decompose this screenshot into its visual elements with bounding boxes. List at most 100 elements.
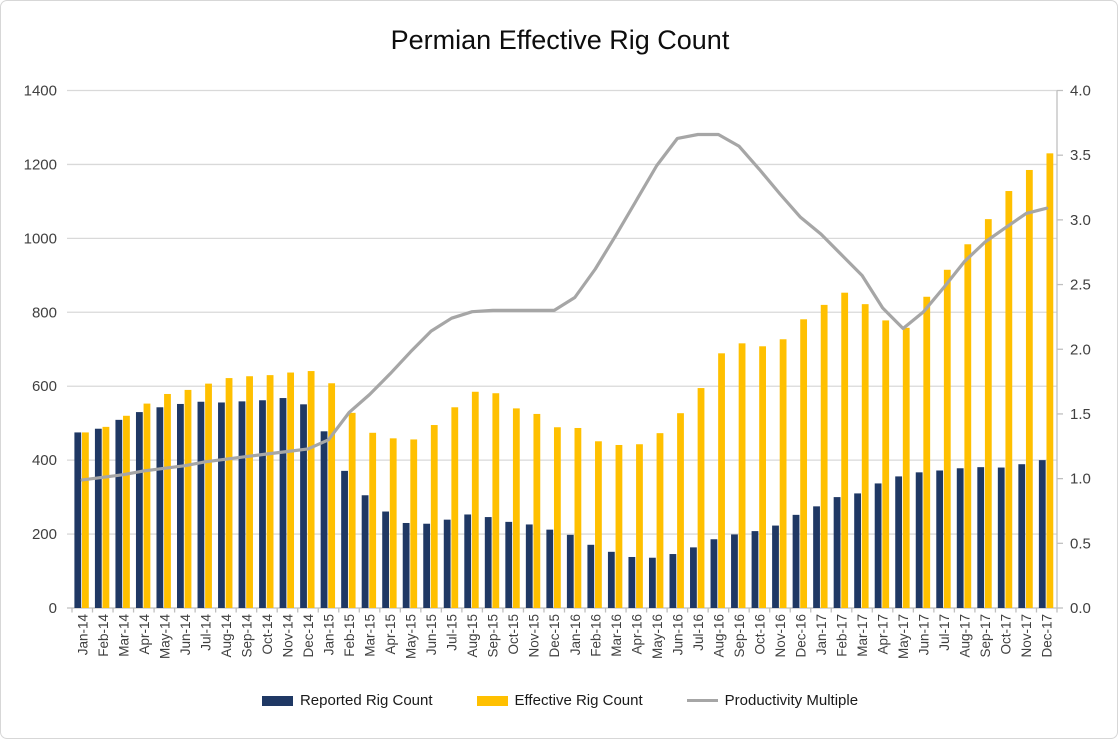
bar-reported-rig-count xyxy=(279,398,287,608)
legend-label-reported: Reported Rig Count xyxy=(299,692,433,709)
x-axis-month-label: Feb-14 xyxy=(96,614,111,657)
x-axis-month-label: Jun-15 xyxy=(424,614,439,655)
left-axis-tick-label: 200 xyxy=(32,526,57,543)
left-axis-tick-label: 800 xyxy=(32,304,57,321)
bar-effective-rig-count xyxy=(943,269,951,608)
bar-effective-rig-count xyxy=(677,413,684,608)
left-axis-tick-label: 1000 xyxy=(24,230,57,247)
bar-effective-rig-count xyxy=(164,393,171,608)
x-axis-month-label: Jul-14 xyxy=(198,614,213,651)
bar-effective-rig-count xyxy=(1005,191,1013,609)
bar-effective-rig-count xyxy=(451,407,459,608)
bar-reported-rig-count xyxy=(177,403,184,608)
bar-reported-rig-count xyxy=(238,401,246,608)
bar-reported-rig-count xyxy=(566,534,574,608)
bar-effective-rig-count xyxy=(82,432,89,608)
bar-effective-rig-count xyxy=(595,441,602,608)
bar-effective-rig-count xyxy=(820,304,828,608)
bar-reported-rig-count xyxy=(525,524,533,608)
bar-reported-rig-count xyxy=(874,483,882,608)
bar-effective-rig-count xyxy=(287,372,295,608)
bar-effective-rig-count xyxy=(615,444,623,608)
x-axis-month-label: Mar-15 xyxy=(363,614,378,657)
x-axis-month-label: Mar-14 xyxy=(116,614,131,657)
right-axis-tick-label: 2.5 xyxy=(1070,277,1091,294)
bar-reported-rig-count xyxy=(813,506,820,608)
bar-reported-rig-count xyxy=(484,517,492,608)
bar-effective-rig-count xyxy=(759,346,766,608)
bar-reported-rig-count xyxy=(731,534,738,608)
x-axis-month-label: Dec-16 xyxy=(793,614,808,658)
bar-reported-rig-count xyxy=(772,525,779,608)
bar-reported-rig-count xyxy=(546,529,554,608)
bar-reported-rig-count xyxy=(361,495,369,608)
bar-effective-rig-count xyxy=(656,433,664,608)
legend-label-productivity: Productivity Multiple xyxy=(724,692,859,709)
bar-reported-rig-count xyxy=(443,519,451,608)
x-axis-month-label: Dec-15 xyxy=(547,614,562,658)
bar-reported-rig-count xyxy=(915,472,923,608)
x-axis-month-label: May-15 xyxy=(404,614,419,659)
x-axis-month-label: Nov-17 xyxy=(1019,614,1034,658)
right-axis-tick-label: 0.5 xyxy=(1070,535,1091,552)
x-axis-month-label: Oct-14 xyxy=(260,614,275,655)
bar-reported-rig-count xyxy=(1018,464,1026,608)
bar-reported-rig-count xyxy=(423,523,431,608)
bar-reported-rig-count xyxy=(74,432,82,608)
x-axis-month-label: Oct-16 xyxy=(752,614,767,655)
x-axis-month-label: Apr-17 xyxy=(876,614,891,655)
bar-effective-rig-count xyxy=(1046,153,1054,608)
x-axis-month-label: Aug-16 xyxy=(711,614,726,658)
bar-reported-rig-count xyxy=(690,547,697,608)
bar-reported-rig-count xyxy=(669,554,677,608)
bar-effective-rig-count xyxy=(882,320,890,608)
bar-effective-rig-count xyxy=(923,296,931,608)
bar-reported-rig-count xyxy=(341,470,348,608)
bar-effective-rig-count xyxy=(1025,169,1033,609)
left-axis-tick-label: 1400 xyxy=(24,83,57,100)
x-axis-month-label: Apr-15 xyxy=(383,614,398,655)
bar-effective-rig-count xyxy=(266,375,274,608)
x-axis-month-label: Sep-14 xyxy=(239,614,254,658)
bar-effective-rig-count xyxy=(471,391,479,608)
x-axis-month-label: Jun-17 xyxy=(917,614,932,655)
bar-effective-rig-count xyxy=(553,427,561,608)
x-axis-month-label: Jan-15 xyxy=(322,614,337,655)
bar-reported-rig-count xyxy=(320,431,328,608)
legend-item-effective: Effective Rig Count xyxy=(476,692,643,709)
x-axis-month-label: May-16 xyxy=(650,614,665,659)
bar-reported-rig-count xyxy=(648,557,656,608)
bar-reported-rig-count xyxy=(956,468,964,608)
x-axis-month-label: Jan-17 xyxy=(814,614,829,655)
bar-reported-rig-count xyxy=(218,402,225,608)
bar-reported-rig-count xyxy=(135,412,143,608)
bar-reported-rig-count xyxy=(833,497,841,608)
x-axis-month-label: Nov-14 xyxy=(280,614,295,658)
x-axis-month-label: Apr-14 xyxy=(137,614,152,655)
x-axis-month-label: Jan-16 xyxy=(568,614,583,655)
rig-count-combo-chart: 0 200 400 600 800 1000 1200 1400 0.0 0.5 1.0 1.5 2.0… xyxy=(24,83,1091,660)
left-axis-tick-label: 600 xyxy=(32,378,57,395)
x-axis-month-label: Aug-15 xyxy=(465,614,480,658)
right-axis-tick-label: 3.5 xyxy=(1070,147,1091,164)
x-axis-month-label: Feb-16 xyxy=(588,614,603,657)
effective-rig-count-swatch xyxy=(476,695,508,706)
bar-effective-rig-count xyxy=(902,327,910,608)
bar-effective-rig-count xyxy=(102,426,110,608)
bar-effective-rig-count xyxy=(718,353,725,608)
x-axis-month-label: Mar-16 xyxy=(609,614,624,657)
bar-reported-rig-count xyxy=(464,514,472,608)
bar-effective-rig-count xyxy=(430,425,438,608)
bar-effective-rig-count xyxy=(964,244,972,608)
bar-reported-rig-count xyxy=(259,400,266,608)
bar-effective-rig-count xyxy=(738,343,746,608)
x-axis-month-label: Aug-14 xyxy=(219,614,234,658)
left-axis-tick-label: 1200 xyxy=(24,156,57,173)
bar-reported-rig-count xyxy=(402,522,410,608)
bar-effective-rig-count xyxy=(492,393,500,608)
bar-reported-rig-count xyxy=(628,556,636,608)
bar-reported-rig-count xyxy=(710,539,718,608)
productivity-multiple-line xyxy=(80,132,1049,482)
bar-effective-rig-count xyxy=(800,319,808,608)
bar-effective-rig-count xyxy=(328,383,336,608)
